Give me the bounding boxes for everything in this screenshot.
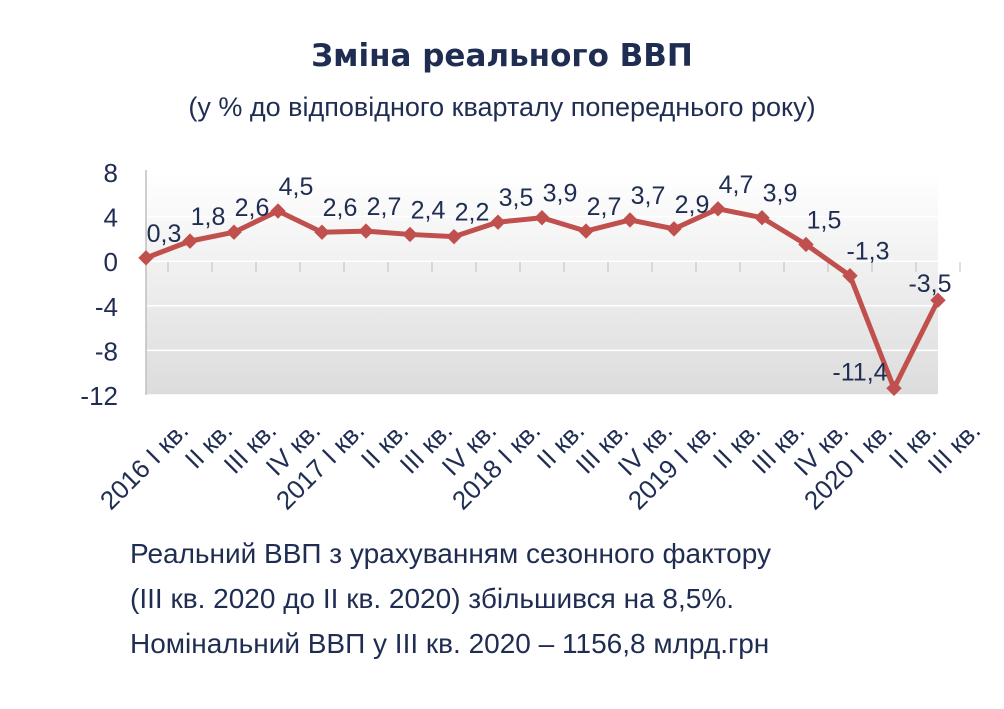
x-tick-label: III кв. [922, 415, 987, 480]
data-point [402, 226, 418, 243]
series-markers [138, 201, 946, 397]
chart-subtitle: (у % до відповідного кварталу попередньо… [188, 92, 816, 122]
data-label: 3,5 [499, 184, 534, 212]
data-label: 0,3 [147, 220, 182, 248]
data-label: 2,6 [323, 194, 358, 222]
data-point [534, 210, 550, 226]
data-point [138, 250, 154, 266]
data-point [358, 223, 374, 239]
data-point [666, 221, 682, 237]
data-label: 2,4 [411, 196, 446, 224]
data-point [578, 223, 594, 239]
data-label: 3,7 [631, 182, 666, 210]
x-tick-label: 2016 I кв. [94, 415, 194, 515]
data-point [182, 233, 198, 249]
data-label: 3,9 [543, 180, 578, 208]
data-point [226, 224, 242, 240]
data-point [754, 210, 770, 226]
note-line-1: Реальний ВВП з урахуванням сезонного фак… [130, 538, 772, 569]
y-tick-label: 4 [104, 203, 118, 233]
data-label: 2,7 [587, 193, 622, 221]
y-tick-label: -12 [80, 381, 118, 411]
y-axis-ticks: 8 4 0 -4 -8 -12 [80, 158, 118, 411]
data-label: 3,9 [763, 180, 798, 208]
data-point [710, 201, 726, 217]
data-label: -11,4 [832, 358, 887, 386]
grid-lines [140, 170, 961, 396]
data-label: 2,7 [367, 193, 402, 221]
data-point [446, 228, 462, 245]
data-label: -3,5 [908, 270, 951, 298]
data-label: 1,8 [191, 203, 226, 231]
data-label: -1,3 [846, 238, 889, 266]
data-point [622, 212, 638, 228]
data-point [842, 267, 858, 284]
note-line-2: (ІІІ кв. 2020 до ІІ кв. 2020) збільшився… [130, 583, 735, 614]
data-point [270, 203, 286, 219]
data-point [490, 214, 506, 230]
chart-title: Зміна реального ВВП [311, 38, 693, 74]
y-tick-label: -8 [95, 336, 118, 366]
data-label: 4,7 [719, 171, 754, 199]
y-tick-label: 0 [104, 247, 118, 277]
y-tick-label: -4 [95, 292, 118, 322]
note-line-3: Номінальний ВВП у ІІІ кв. 2020 – 1156,8 … [130, 628, 770, 659]
data-label: 2,9 [675, 191, 710, 219]
data-point [314, 224, 330, 240]
data-point [930, 292, 946, 308]
data-label: 2,2 [455, 199, 490, 227]
data-point [798, 236, 814, 253]
data-labels: 0,3 1,8 2,6 4,5 2,6 2,7 2,4 2,2 3,5 3,9 2,7 3,7 2,9 4… [147, 171, 952, 387]
data-label: 4,5 [279, 173, 314, 201]
data-label: 1,5 [807, 206, 842, 234]
data-point [886, 380, 902, 397]
y-tick-label: 8 [104, 158, 118, 188]
data-label: 2,6 [235, 194, 270, 222]
x-axis-ticks: 2016 I кв.II кв.III кв.IV кв.2017 I кв.I… [94, 415, 986, 515]
